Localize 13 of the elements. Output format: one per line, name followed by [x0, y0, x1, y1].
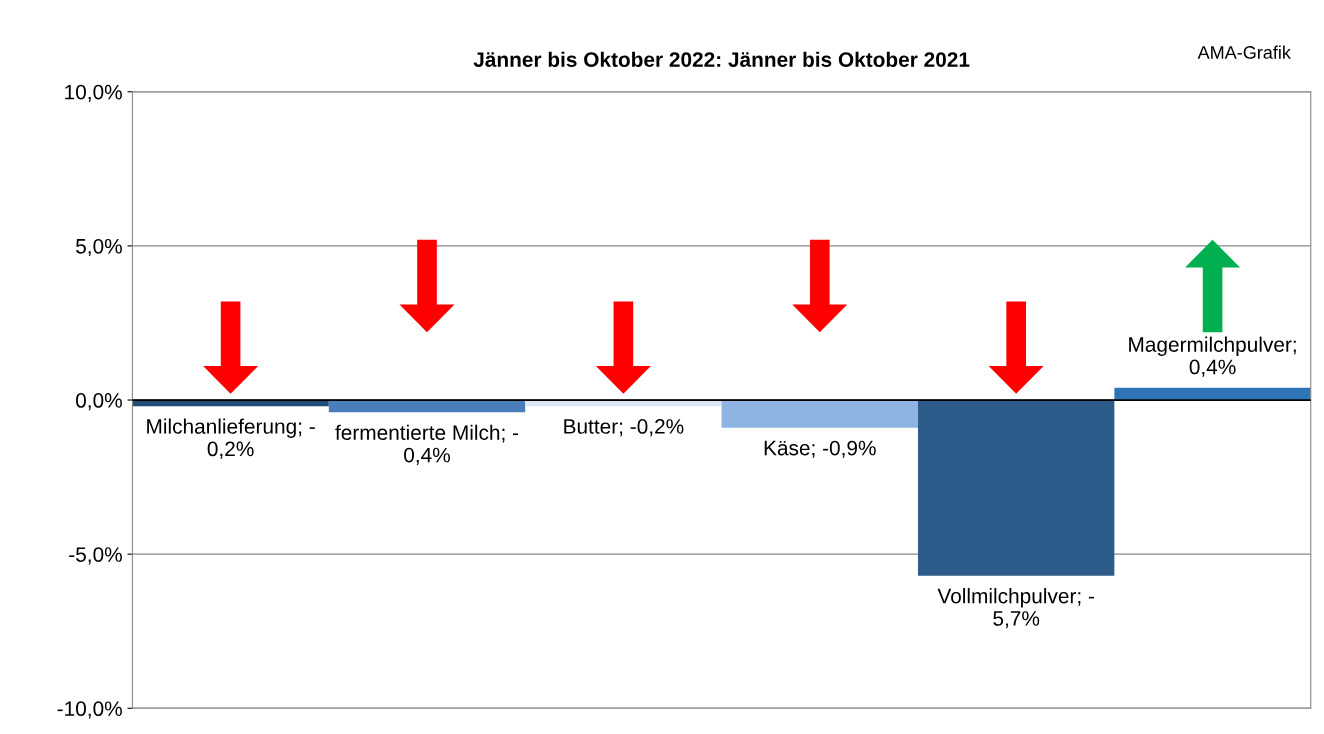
- y-tick-label: -5,0%: [69, 547, 122, 565]
- text: AMA-Grafik: [1197, 45, 1291, 59]
- y-tick-label: -10,0%: [57, 701, 122, 719]
- data-label: Butter; -0,2%: [564, 419, 684, 437]
- chart-title: Jänner bis Oktober 2022: Jänner bis Oktober 2021: [473, 51, 970, 67]
- data-label: Magermilchpulver; 0,4%: [1129, 336, 1296, 377]
- y-tick-label: 10,0%: [65, 84, 122, 102]
- data-label: Milchanlieferung; - 0,2%: [147, 418, 315, 459]
- y-tick-label: 0,0%: [76, 393, 122, 411]
- data-label: fermentierte Milch; - 0,4%: [335, 424, 519, 465]
- data-label: Käse; -0,9%: [764, 440, 876, 458]
- data-label: Vollmilchpulver; - 5,7%: [937, 588, 1094, 629]
- y-tick-label: 5,0%: [76, 238, 122, 257]
